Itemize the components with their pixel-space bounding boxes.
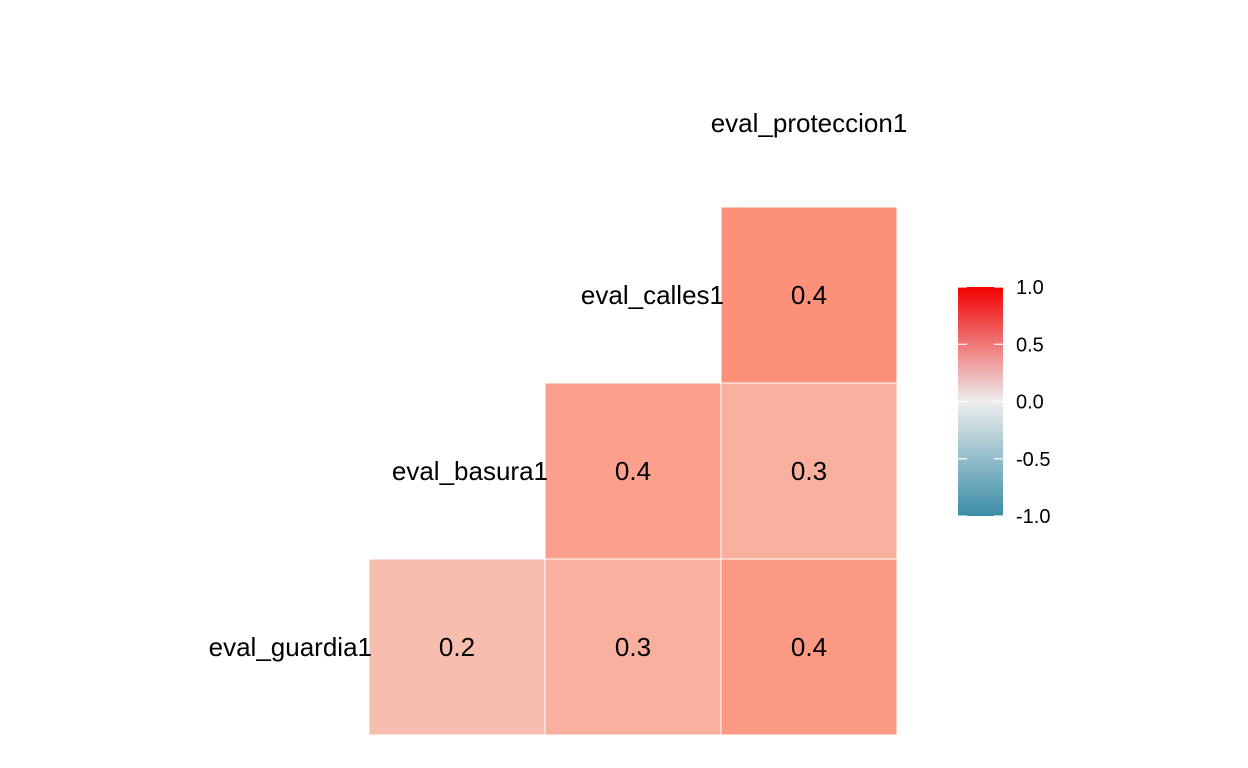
- legend-tick-label: -0.5: [1016, 449, 1050, 471]
- variable-label: eval_calles1: [581, 280, 724, 310]
- heatmap-cell: [720, 558, 898, 736]
- color-legend: 1.0 0.5 0.0 -0.5 -1.0: [958, 277, 1050, 528]
- legend-tick-label: 1.0: [1016, 277, 1044, 299]
- cell-value-label: 0.4: [615, 456, 651, 486]
- variable-labels: eval_guardia1 eval_basura1 eval_calles1 eva…: [209, 108, 908, 662]
- cell-value-label: 0.2: [439, 632, 475, 662]
- legend-tick-label: 0.5: [1016, 334, 1044, 356]
- variable-label: eval_basura1: [392, 456, 548, 486]
- heatmap-cell: [544, 382, 722, 560]
- legend-tick-label: 0.0: [1016, 392, 1044, 414]
- cell-value-label: 0.4: [791, 280, 827, 310]
- heatmap-cells: 0.4 0.4 0.3 0.2 0.3 0.4: [368, 206, 898, 736]
- heatmap-cell: [720, 206, 898, 384]
- legend-tick-label: -1.0: [1016, 506, 1050, 528]
- heatmap-cell: [544, 558, 722, 736]
- variable-label: eval_guardia1: [209, 632, 372, 662]
- variable-label: eval_proteccion1: [711, 108, 908, 138]
- cell-value-label: 0.3: [791, 456, 827, 486]
- heatmap-cell: [368, 558, 546, 736]
- heatmap-cell: [720, 382, 898, 560]
- cell-value-label: 0.4: [791, 632, 827, 662]
- cell-value-label: 0.3: [615, 632, 651, 662]
